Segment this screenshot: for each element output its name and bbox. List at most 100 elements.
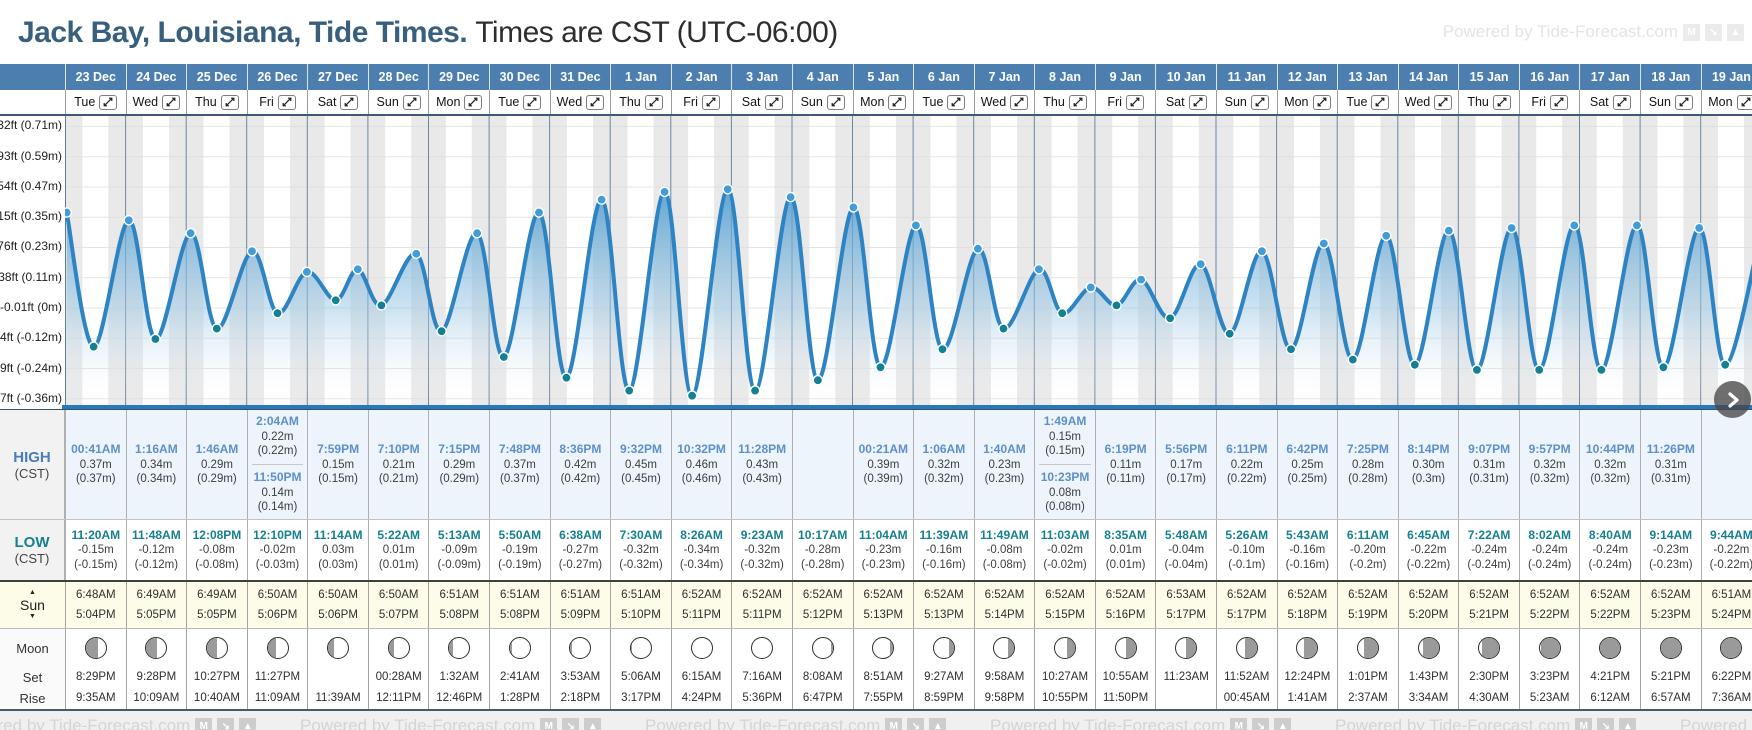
tide-extreme-dot-high bbox=[1443, 225, 1455, 236]
expand-day-button[interactable] bbox=[701, 94, 720, 110]
tide-height-m: -0.02m bbox=[259, 544, 296, 557]
moon-phase-icon bbox=[145, 637, 168, 660]
low-tide-cell: 11:39AM -0.16m (-0.16m) bbox=[913, 520, 974, 581]
expand-day-button[interactable] bbox=[586, 94, 605, 110]
tide-entry: 8:35AM 0.01m (0.01m) bbox=[1096, 528, 1156, 573]
tide-extreme-dot-low bbox=[1471, 364, 1483, 376]
watermark: Powered by Tide-Forecast.com M ↘ ▲ bbox=[1443, 22, 1744, 42]
watermark-text: Powered by Tide-Forecast.com bbox=[0, 716, 191, 730]
tide-entry: 7:48PM 0.37m (0.37m) bbox=[490, 442, 550, 487]
moonrise-cell: 11:39AM bbox=[307, 688, 368, 710]
scroll-next-button[interactable] bbox=[1714, 381, 1751, 418]
tide-extreme-dot-low bbox=[812, 374, 824, 386]
expand-day-button[interactable] bbox=[1371, 94, 1390, 110]
moonrise-cell: 4:24PM bbox=[670, 688, 732, 710]
watermark-text: Powered by Tide-Forecast.com bbox=[1335, 716, 1571, 730]
moon-cell bbox=[367, 629, 429, 668]
moonset-time: 8:51AM bbox=[863, 671, 904, 684]
tide-height-m: 0.17m bbox=[1170, 458, 1203, 471]
moonrise-cell: 2:37AM bbox=[1337, 688, 1398, 710]
expand-day-button[interactable] bbox=[523, 94, 542, 110]
expand-day-button[interactable] bbox=[220, 94, 239, 110]
expand-day-button[interactable] bbox=[277, 94, 296, 110]
tide-entry: 9:44AM -0.22m (-0.22m) bbox=[1702, 528, 1752, 573]
high-tide-cell: 00:41AM 0.37m (0.37m) bbox=[65, 410, 126, 520]
moonset-time: 11:52AM bbox=[1224, 671, 1270, 684]
weekday-cell: Thu bbox=[610, 90, 671, 114]
expand-day-button[interactable] bbox=[764, 94, 783, 110]
expand-day-button[interactable] bbox=[1492, 94, 1511, 110]
expand-day-button[interactable] bbox=[826, 94, 845, 110]
moonset-cell: 1:01PM bbox=[1337, 667, 1398, 689]
sun-cell: 6:52AM 5:12PM bbox=[791, 582, 853, 629]
tide-height-m: 0.03m bbox=[322, 544, 355, 557]
weekday-label: Sun bbox=[1648, 95, 1671, 109]
tide-extreme-dot-low bbox=[686, 390, 698, 402]
title-bar: Jack Bay, Louisiana, Tide Times. Times ar… bbox=[0, 0, 1752, 64]
tide-height-m: 0.14m bbox=[261, 486, 294, 499]
expand-day-button[interactable] bbox=[1312, 94, 1331, 110]
expand-day-button[interactable] bbox=[644, 94, 663, 110]
moonrise-cell: 2:18PM bbox=[549, 688, 611, 710]
high-tide-cell: 10:44PM 0.32m (0.32m) bbox=[1579, 410, 1640, 520]
tide-time: 9:44AM bbox=[1710, 527, 1752, 542]
expand-day-button[interactable] bbox=[464, 94, 483, 110]
sun-cell: 6:51AM 5:10PM bbox=[610, 582, 671, 629]
low-tide-cell: 11:04AM -0.23m (-0.23m) bbox=[852, 520, 914, 581]
weekday-label: Tue bbox=[922, 95, 944, 109]
expand-day-button[interactable] bbox=[1736, 94, 1752, 110]
low-tide-cell: 8:26AM -0.34m (-0.34m) bbox=[670, 520, 732, 581]
moonset-cell: 2:30PM bbox=[1458, 667, 1519, 689]
tide-entry: 10:23PM 0.08m (0.08m) bbox=[1039, 464, 1091, 515]
expand-day-button[interactable] bbox=[947, 94, 966, 110]
sunrise-time: 6:52AM bbox=[984, 589, 1025, 602]
expand-day-button[interactable] bbox=[340, 94, 359, 110]
moonset-time: 10:27AM bbox=[1042, 671, 1089, 684]
tide-entry: 5:50AM -0.19m (-0.19m) bbox=[490, 528, 550, 573]
expand-day-button[interactable] bbox=[1549, 94, 1568, 110]
sun-cell: 6:49AM 5:05PM bbox=[186, 582, 247, 629]
low-tide-cell: 11:48AM -0.12m (-0.12m) bbox=[125, 520, 187, 581]
tide-time: 8:36PM bbox=[559, 442, 602, 457]
tide-height-m: 0.01m bbox=[1109, 544, 1142, 557]
expand-day-button[interactable] bbox=[1068, 94, 1087, 110]
expand-day-button[interactable] bbox=[1612, 94, 1631, 110]
tide-height-m: -0.27m bbox=[562, 544, 599, 557]
expand-day-button[interactable] bbox=[1125, 94, 1144, 110]
expand-icon bbox=[1255, 97, 1265, 107]
moonset-cell: 10:55AM bbox=[1094, 667, 1156, 689]
tide-height-alt: (0.11m) bbox=[1106, 473, 1145, 486]
sunset-time: 5:21PM bbox=[1469, 608, 1509, 621]
weekday-cell: Mon bbox=[1276, 90, 1338, 114]
moonset-time: 1:32AM bbox=[439, 671, 480, 684]
tide-entry: 1:49AM 0.15m (0.15m) bbox=[1035, 414, 1095, 459]
tide-time: 12:08PM bbox=[192, 527, 242, 542]
tide-entry: 6:19PM 0.11m (0.11m) bbox=[1096, 442, 1156, 487]
high-tide-cell: 7:25PM 0.28m (0.28m) bbox=[1337, 410, 1398, 520]
expand-day-button[interactable] bbox=[162, 94, 181, 110]
expand-day-button[interactable] bbox=[1010, 94, 1029, 110]
tide-entry: 9:57PM 0.32m (0.32m) bbox=[1520, 442, 1580, 487]
expand-day-button[interactable] bbox=[99, 94, 118, 110]
tide-height-alt: (0.3m) bbox=[1411, 473, 1446, 486]
date-cell: 23 Dec bbox=[65, 64, 126, 90]
tide-extreme-dot-high bbox=[1256, 245, 1268, 257]
expand-icon bbox=[1438, 97, 1448, 107]
tide-height-alt: (0.17m) bbox=[1166, 473, 1206, 486]
tide-time: 10:44PM bbox=[1585, 442, 1635, 457]
expand-day-button[interactable] bbox=[1434, 94, 1453, 110]
moonrise-time: 10:55PM bbox=[1042, 692, 1089, 705]
expand-day-button[interactable] bbox=[888, 94, 907, 110]
watermark-text: Powered by Tide-Forecast.com bbox=[645, 716, 881, 730]
expand-day-button[interactable] bbox=[1674, 94, 1693, 110]
expand-day-button[interactable] bbox=[1250, 94, 1269, 110]
date-cell: 27 Dec bbox=[307, 64, 368, 90]
expand-day-button[interactable] bbox=[402, 94, 421, 110]
moonrise-cell: 00:45AM bbox=[1215, 688, 1277, 710]
date-cell: 16 Jan bbox=[1518, 64, 1580, 90]
tide-extreme-dot-low bbox=[1533, 364, 1545, 376]
low-row-label: LOW (CST) bbox=[0, 520, 65, 581]
expand-day-button[interactable] bbox=[1188, 94, 1207, 110]
moonset-time: 6:22PM bbox=[1711, 671, 1752, 684]
date-header-gutter bbox=[0, 64, 65, 90]
